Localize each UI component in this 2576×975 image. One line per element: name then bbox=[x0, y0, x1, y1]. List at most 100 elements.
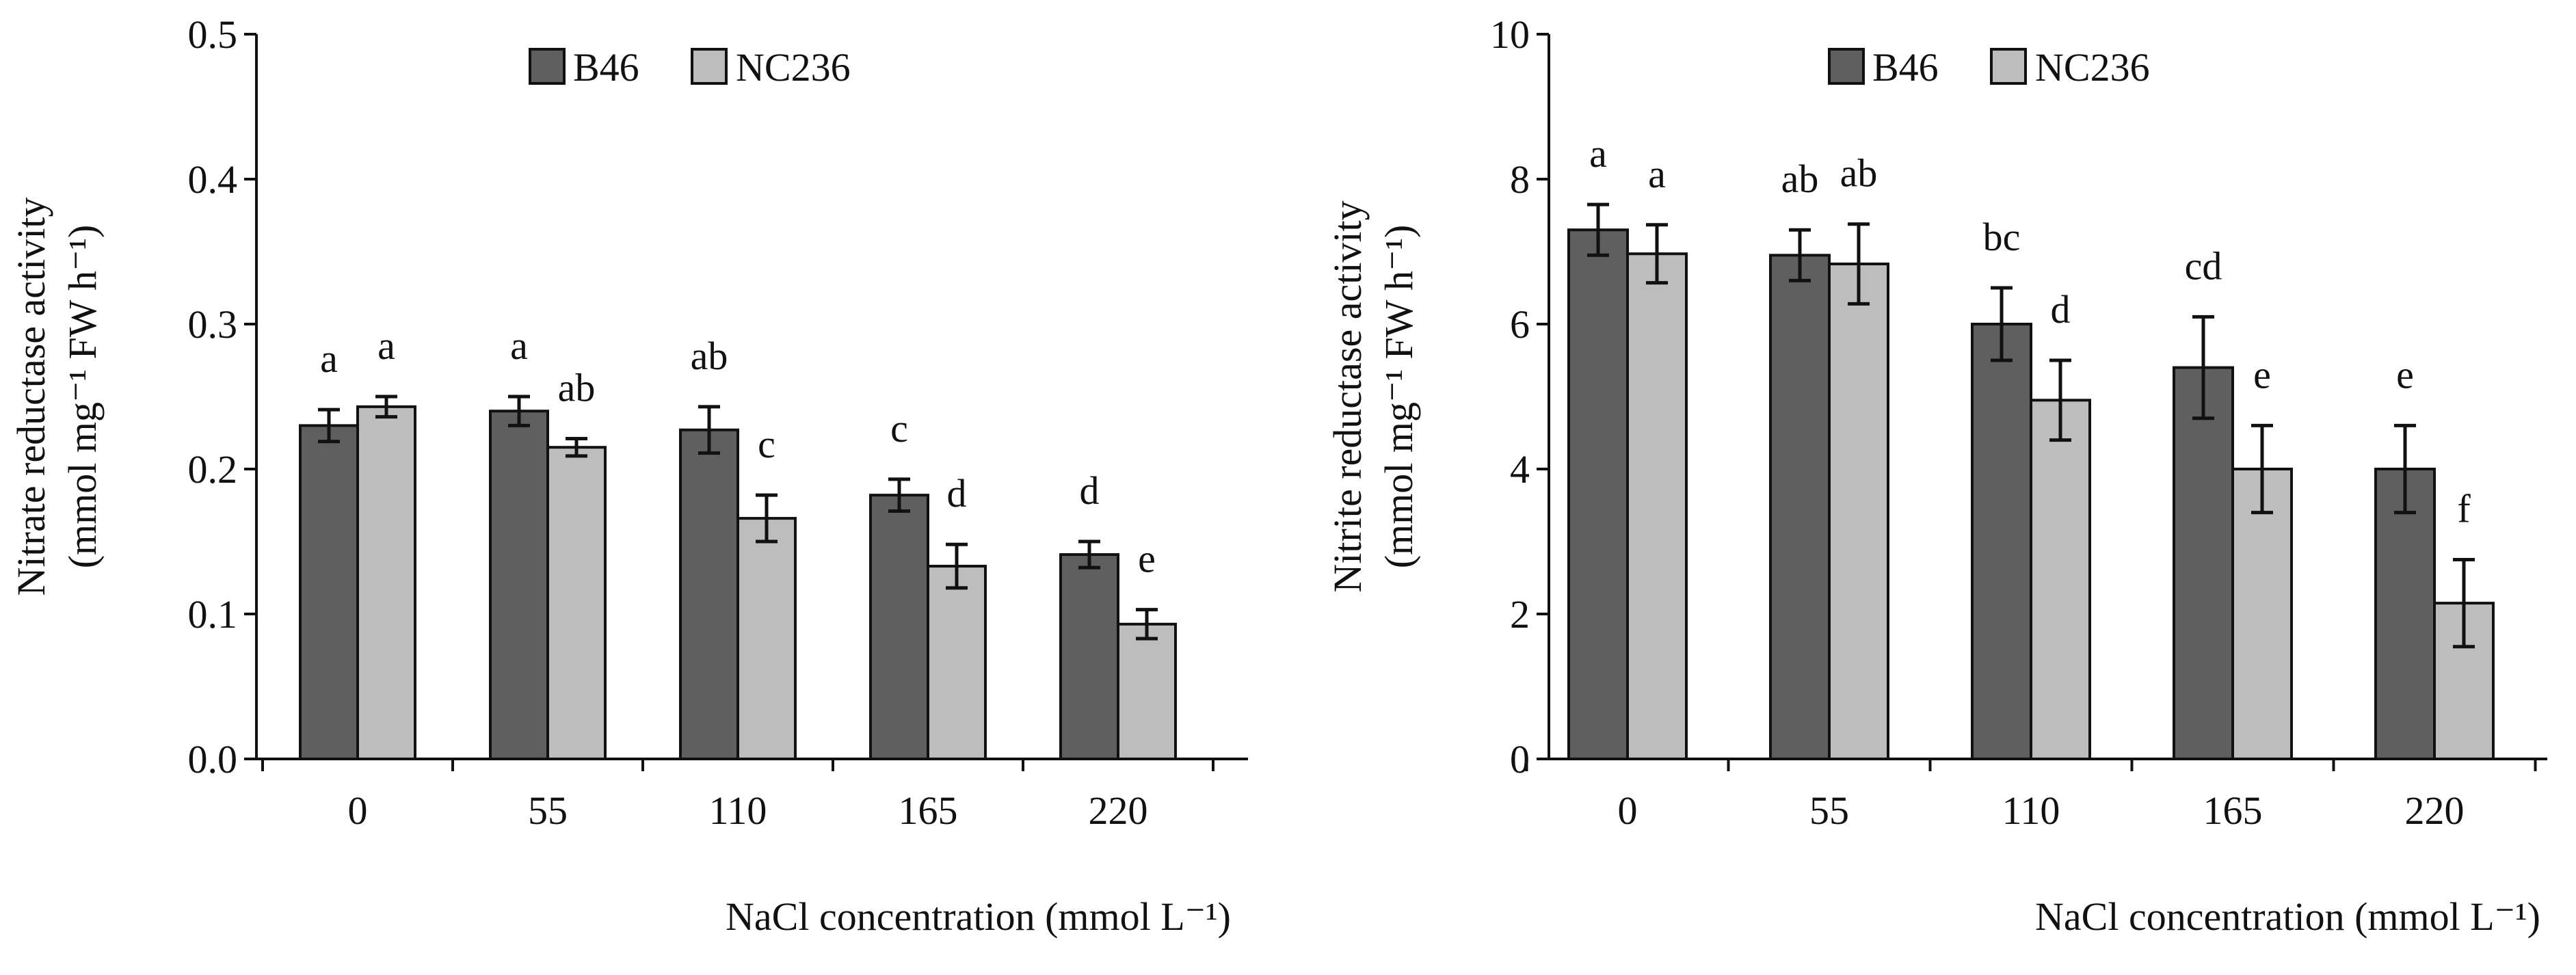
legend-label-nc236: NC236 bbox=[2035, 45, 2150, 90]
error-bar bbox=[1646, 223, 1668, 285]
y-tick-label: 6 bbox=[1510, 302, 1530, 347]
error-bar bbox=[1991, 286, 2013, 362]
bar-b46 bbox=[1769, 254, 1831, 760]
y-tick-label: 0.4 bbox=[188, 157, 238, 202]
x-tick-label: 165 bbox=[2203, 788, 2263, 833]
y-tick-label: 2 bbox=[1510, 592, 1530, 637]
significance-letter: ab bbox=[1840, 151, 1878, 196]
error-bar bbox=[1136, 608, 1158, 641]
significance-letter: a bbox=[510, 323, 528, 368]
legend: B46 NC236 bbox=[1828, 45, 2150, 90]
x-axis-label: NaCl concentration (mmol L⁻¹) bbox=[2035, 894, 2540, 939]
error-bar bbox=[566, 436, 587, 458]
error-bar bbox=[1587, 202, 1609, 257]
bar-b46 bbox=[299, 424, 359, 761]
x-ticks-group: 0 55 110 165 220 bbox=[261, 759, 1214, 833]
error-bar bbox=[1848, 222, 1870, 306]
bar-nc236 bbox=[927, 565, 987, 760]
significance-letter: a bbox=[320, 336, 338, 381]
legend-swatch-nc236 bbox=[691, 48, 728, 85]
y-axis-label-line-2: (mmol mg⁻¹ FW h⁻¹) bbox=[60, 225, 105, 569]
y-tick-label: 4 bbox=[1510, 447, 1530, 492]
y-tick-label: 0.0 bbox=[188, 737, 238, 782]
legend-swatch-nc236 bbox=[1990, 48, 2027, 85]
error-bar bbox=[2192, 315, 2214, 420]
error-bar bbox=[1078, 539, 1100, 570]
bar-b46 bbox=[1567, 228, 1629, 760]
y-tick-label: 8 bbox=[1510, 157, 1530, 202]
x-tick-label: 0 bbox=[348, 788, 368, 833]
x-axis-label: NaCl concentration (mmol L⁻¹) bbox=[726, 894, 1231, 939]
error-bar bbox=[318, 408, 340, 444]
y-ticks-group: 0.0 0.1 0.2 0.3 0.4 0.5 bbox=[188, 12, 256, 782]
x-tick-label: 110 bbox=[709, 788, 767, 833]
bar-nc236 bbox=[356, 405, 416, 760]
error-bars-group bbox=[318, 395, 1158, 641]
legend: B46 NC236 bbox=[529, 45, 851, 90]
bar-nc236 bbox=[546, 446, 607, 760]
y-tick-label: 0.2 bbox=[188, 447, 238, 492]
bar-b46 bbox=[1059, 553, 1119, 761]
error-bar bbox=[888, 477, 910, 513]
x-tick-label: 165 bbox=[899, 788, 958, 833]
legend-label-b46: B46 bbox=[1872, 45, 1939, 90]
significance-letter: cd bbox=[2185, 243, 2222, 288]
bar-b46 bbox=[679, 428, 739, 760]
bar-nc236 bbox=[1117, 622, 1177, 761]
y-axis-label-line-1: Nitrate reductase activity bbox=[9, 198, 53, 596]
legend-swatch-b46 bbox=[529, 48, 566, 85]
y-tick-label: 0.5 bbox=[188, 12, 238, 57]
error-bar bbox=[698, 405, 720, 455]
significance-letter: c bbox=[890, 406, 908, 451]
nitrite-reductase-chart: a ab bc cd e a ab d e f 0 2 4 6 8 10 0 55 110 165 220 B46 … bbox=[1325, 12, 2547, 939]
bar-b46 bbox=[869, 494, 929, 760]
error-bar bbox=[1789, 228, 1811, 282]
bar-nc236 bbox=[1626, 252, 1688, 760]
significance-letter: f bbox=[2457, 487, 2471, 531]
bar-nc236 bbox=[736, 517, 797, 761]
significance-letter: e bbox=[1138, 537, 1156, 581]
y-tick-label: 0.3 bbox=[188, 302, 238, 347]
significance-letter: e bbox=[2253, 352, 2271, 397]
y-axis-label-line-1: Nitrite reductase activity bbox=[1325, 200, 1370, 592]
x-tick-label: 0 bbox=[1618, 788, 1638, 833]
significance-letter: a bbox=[1589, 131, 1607, 176]
x-tick-label: 220 bbox=[1089, 788, 1148, 833]
bar-nc236 bbox=[2030, 399, 2091, 760]
significance-letter: ab bbox=[691, 334, 728, 378]
significance-letter: bc bbox=[1983, 215, 2021, 259]
error-bars-group bbox=[1587, 202, 2475, 649]
significance-letter: d bbox=[2051, 287, 2071, 332]
x-ticks-group: 0 55 110 165 220 bbox=[1525, 759, 2537, 833]
bar-b46 bbox=[489, 410, 549, 760]
significance-letter: c bbox=[758, 422, 775, 466]
error-bar bbox=[375, 395, 397, 419]
significance-letter: ab bbox=[558, 365, 596, 410]
x-tick-label: 55 bbox=[1809, 788, 1849, 833]
x-tick-label: 55 bbox=[528, 788, 568, 833]
significance-letter: d bbox=[1080, 468, 1100, 513]
error-bar bbox=[946, 542, 968, 590]
bars-group bbox=[299, 405, 1177, 761]
significance-letter: a bbox=[1648, 152, 1666, 196]
bar-nc236 bbox=[1828, 263, 1889, 760]
legend-label-b46: B46 bbox=[573, 45, 639, 90]
x-tick-label: 110 bbox=[2002, 788, 2060, 833]
bar-b46 bbox=[2173, 366, 2234, 760]
error-bar bbox=[2453, 558, 2475, 649]
legend-label-nc236: NC236 bbox=[736, 45, 851, 90]
legend-swatch-b46 bbox=[1828, 48, 1865, 85]
error-bar bbox=[508, 395, 530, 427]
significance-letter: ab bbox=[1781, 157, 1819, 201]
x-tick-label: 220 bbox=[2405, 788, 2465, 833]
y-tick-label: 0.1 bbox=[188, 592, 238, 637]
y-tick-label: 10 bbox=[1490, 12, 1530, 57]
significance-letter: d bbox=[947, 471, 967, 516]
error-bar bbox=[2049, 358, 2071, 442]
bar-nc236 bbox=[2231, 468, 2293, 760]
y-axis-label-line-2: (mmol mg⁻¹ FW h⁻¹) bbox=[1377, 225, 1421, 569]
